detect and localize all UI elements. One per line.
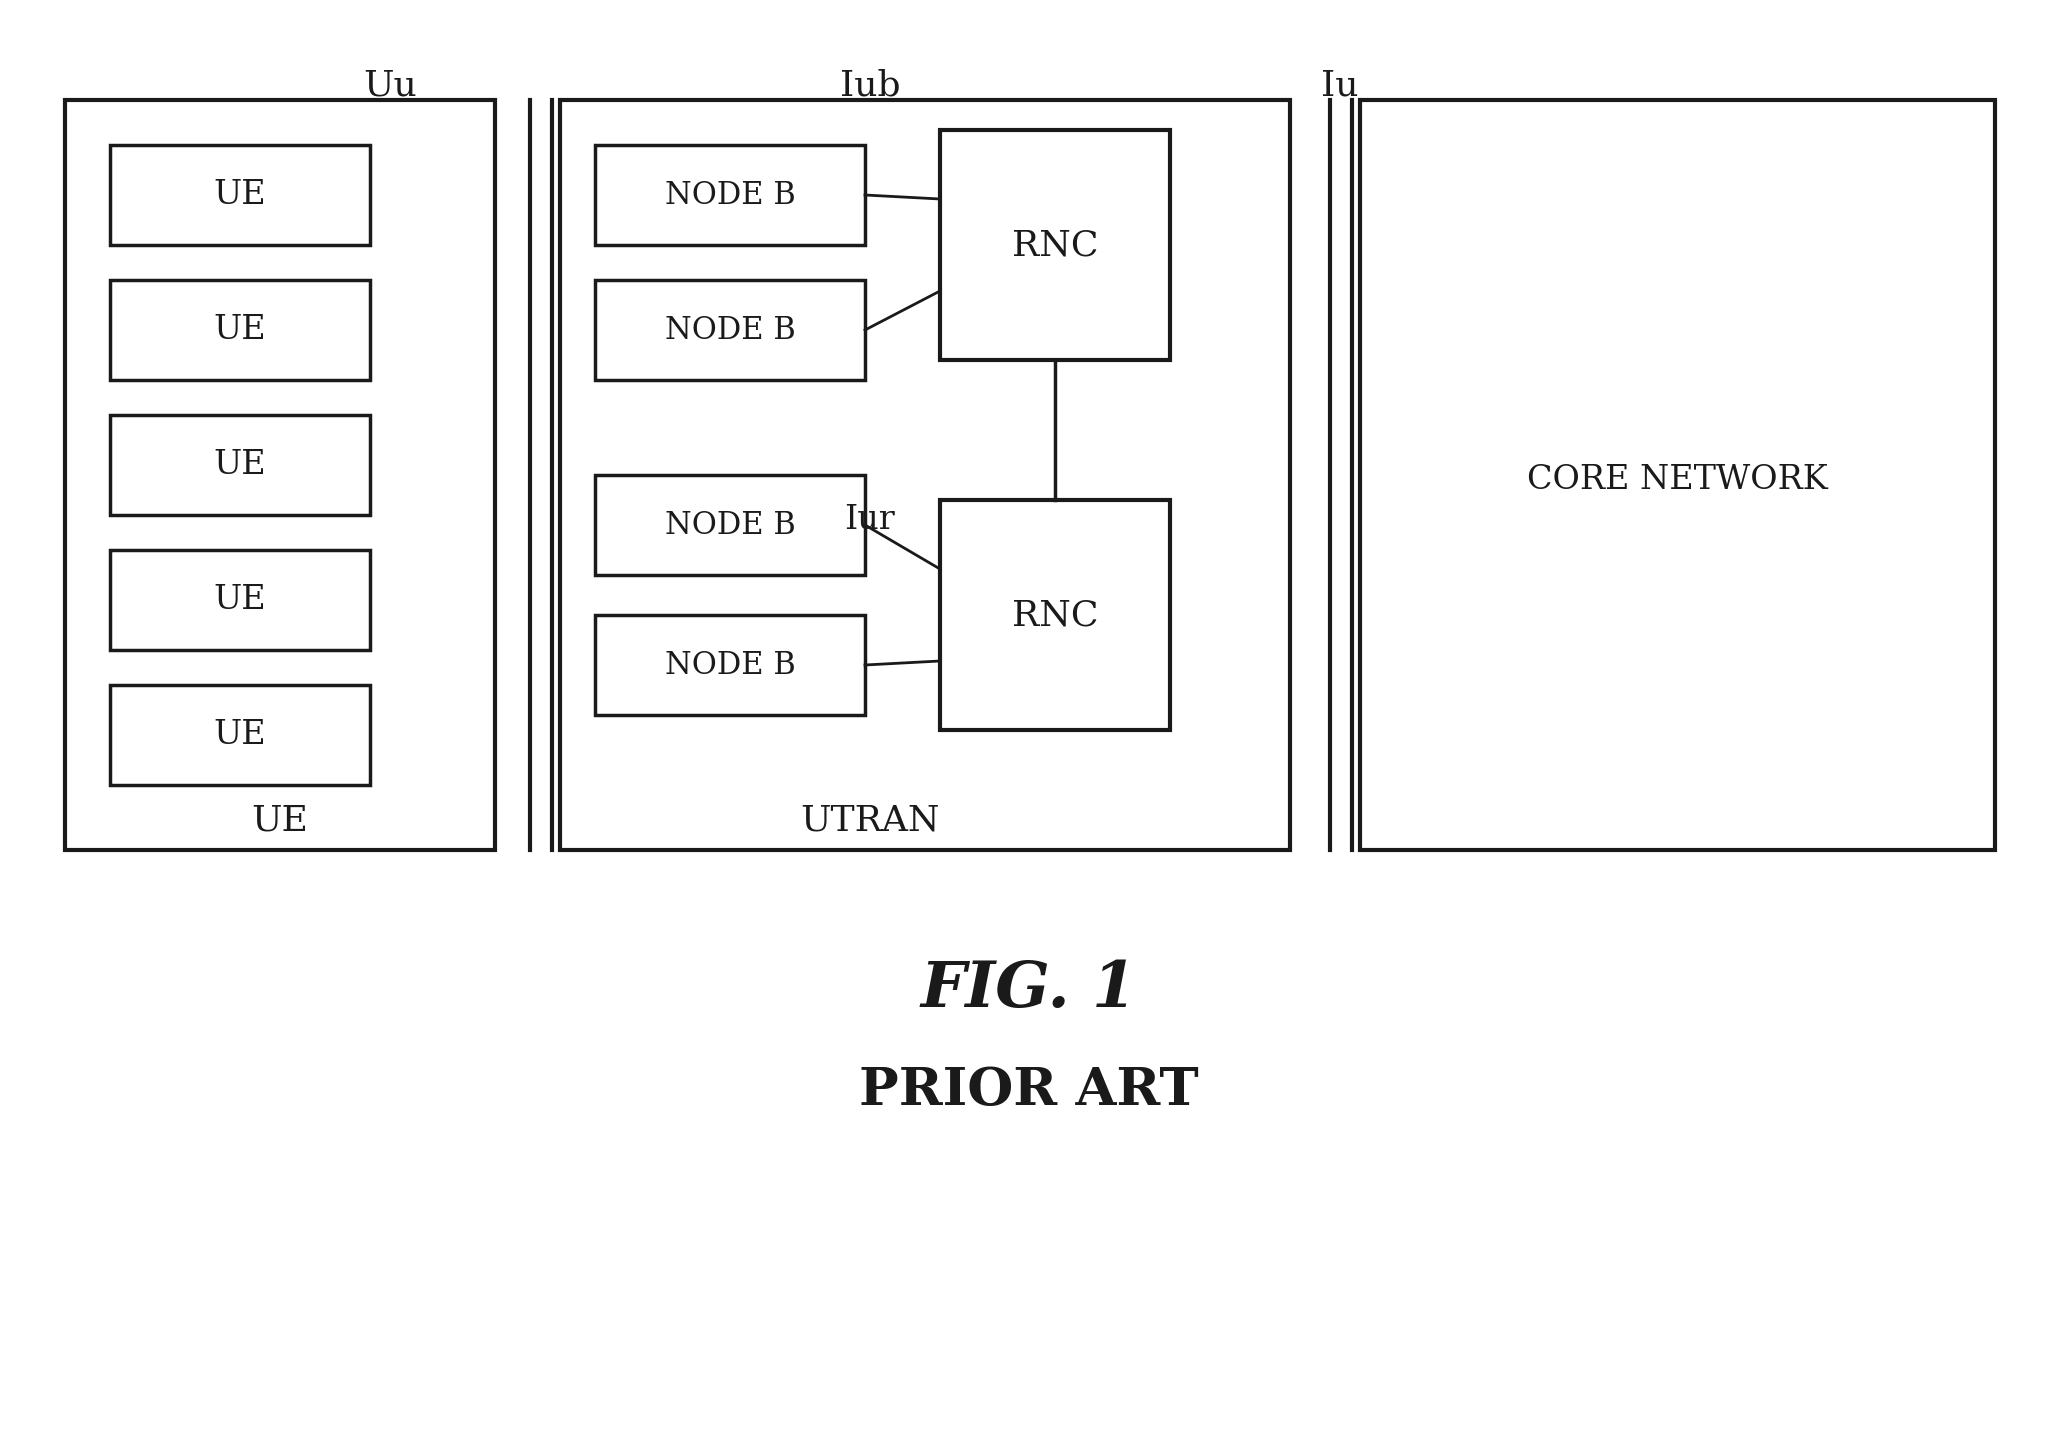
Text: NODE B: NODE B xyxy=(665,510,794,540)
Bar xyxy=(109,279,370,380)
Text: UE: UE xyxy=(214,585,265,616)
Bar xyxy=(109,550,370,651)
Text: UE: UE xyxy=(214,449,265,481)
Text: Iur: Iur xyxy=(844,504,895,536)
Text: RNC: RNC xyxy=(1013,598,1099,632)
Bar xyxy=(595,474,864,575)
Bar xyxy=(595,615,864,715)
Text: NODE B: NODE B xyxy=(665,179,794,211)
Text: UE: UE xyxy=(214,314,265,345)
Bar xyxy=(1360,100,1994,850)
Text: CORE NETWORK: CORE NETWORK xyxy=(1527,464,1828,496)
Text: NODE B: NODE B xyxy=(665,649,794,681)
Text: Uu: Uu xyxy=(362,67,418,102)
Bar xyxy=(941,130,1171,360)
Text: UE: UE xyxy=(251,802,309,837)
Text: RNC: RNC xyxy=(1013,228,1099,262)
Text: NODE B: NODE B xyxy=(665,314,794,345)
Text: FIG. 1: FIG. 1 xyxy=(920,959,1138,1020)
Bar xyxy=(560,100,1290,850)
Bar xyxy=(595,279,864,380)
Bar xyxy=(109,145,370,245)
Text: UE: UE xyxy=(214,179,265,211)
Text: UE: UE xyxy=(214,719,265,751)
Text: Iub: Iub xyxy=(840,67,899,102)
Text: PRIOR ART: PRIOR ART xyxy=(858,1065,1200,1115)
Bar xyxy=(109,416,370,514)
Text: Iu: Iu xyxy=(1321,67,1358,102)
Bar xyxy=(941,500,1171,729)
Bar xyxy=(109,685,370,785)
Text: UTRAN: UTRAN xyxy=(801,802,941,837)
Bar xyxy=(66,100,496,850)
Bar xyxy=(595,145,864,245)
